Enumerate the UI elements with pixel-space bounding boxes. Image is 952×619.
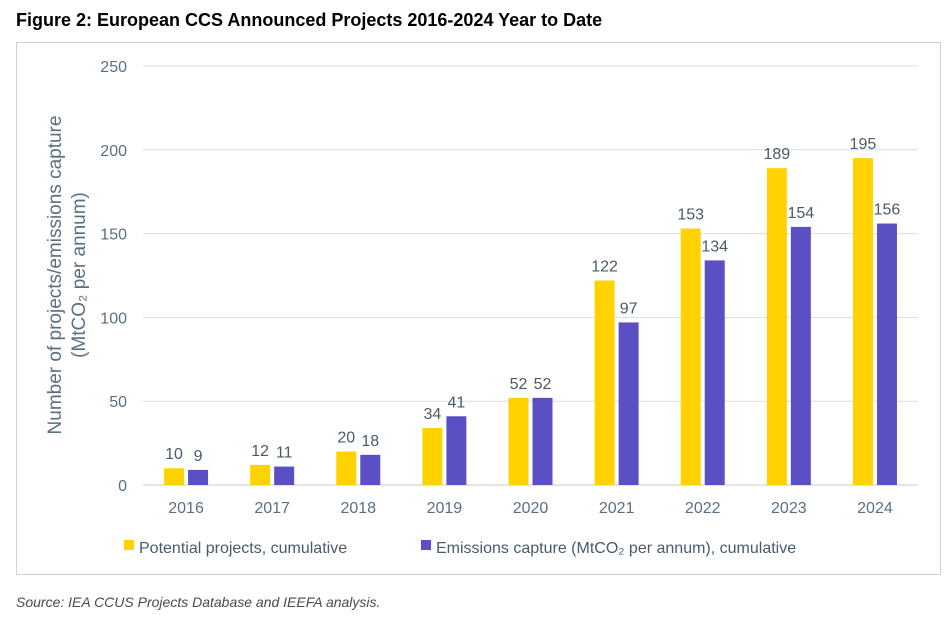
bar-emissions-capture	[790, 226, 811, 485]
bar-potential-projects	[164, 468, 185, 485]
legend-swatch	[421, 540, 431, 550]
x-tick-label: 2018	[340, 500, 376, 517]
data-label: 189	[763, 146, 790, 163]
y-axis-label: Number of projects/emissions capture (Mt…	[45, 116, 90, 435]
x-tick-label: 2020	[513, 500, 549, 517]
bar-emissions-capture	[876, 223, 897, 485]
data-label: 153	[677, 207, 704, 224]
y-tick-label: 200	[100, 143, 127, 160]
bar-emissions-capture	[188, 469, 209, 485]
bar-potential-projects	[250, 464, 271, 485]
y-tick-label: 150	[100, 227, 127, 244]
data-label: 195	[850, 136, 877, 153]
data-label: 20	[337, 429, 355, 446]
y-axis-ticks: 0 50 100 150 200 250	[100, 59, 127, 495]
bar-potential-projects	[680, 228, 701, 485]
data-label: 10	[165, 446, 183, 463]
y-tick-label: 0	[118, 478, 127, 495]
x-tick-label: 2021	[599, 500, 635, 517]
data-label: 9	[194, 448, 203, 465]
data-label: 122	[591, 259, 618, 276]
bar-potential-projects	[508, 397, 529, 485]
bar-potential-projects	[594, 280, 615, 485]
x-tick-label: 2024	[857, 500, 893, 517]
legend-item-emissions-capture: Emissions capture (MtCO₂ per annum), cum…	[421, 540, 796, 557]
data-label: 41	[447, 394, 465, 411]
data-label: 52	[534, 376, 552, 393]
bar-emissions-capture	[618, 322, 639, 485]
legend-label: Emissions capture (MtCO₂ per annum), cum…	[436, 540, 796, 557]
bars: 10 9 12 11 20 18 34 41 52 52 122 97 153 134 189 154 195 1…	[164, 136, 900, 485]
legend-swatch	[124, 540, 134, 550]
x-tick-label: 2019	[427, 500, 463, 517]
bar-potential-projects	[766, 168, 787, 485]
x-tick-label: 2023	[771, 500, 807, 517]
data-label: 134	[701, 238, 728, 255]
x-tick-label: 2022	[685, 500, 721, 517]
data-label: 34	[423, 406, 441, 423]
bar-emissions-capture	[704, 260, 725, 485]
figure-title: Figure 2: European CCS Announced Project…	[16, 10, 603, 30]
data-label: 156	[874, 202, 901, 219]
x-tick-label: 2017	[254, 500, 290, 517]
bar-potential-projects	[336, 451, 357, 485]
bar-emissions-capture	[532, 397, 553, 485]
y-axis-label-line2: (MtCO₂ per annum)	[69, 192, 90, 358]
y-tick-label: 50	[109, 394, 127, 411]
source-note: Source: IEA CCUS Projects Database and I…	[16, 594, 381, 610]
bar-emissions-capture	[360, 454, 381, 485]
legend: Potential projects, cumulative Emissions …	[124, 540, 796, 557]
x-tick-label: 2016	[168, 500, 204, 517]
data-label: 154	[787, 205, 814, 222]
legend-label: Potential projects, cumulative	[139, 540, 347, 557]
y-tick-label: 250	[100, 59, 127, 76]
chart-frame	[16, 42, 941, 575]
bar-emissions-capture	[274, 466, 295, 485]
y-axis-label-line1: Number of projects/emissions capture	[45, 116, 66, 435]
data-label: 52	[510, 376, 528, 393]
bar-potential-projects	[422, 428, 443, 485]
bar-potential-projects	[852, 158, 873, 485]
legend-item-potential-projects: Potential projects, cumulative	[124, 540, 347, 557]
gridlines	[143, 65, 918, 486]
data-label: 12	[251, 443, 269, 460]
data-label: 18	[361, 433, 379, 450]
y-tick-label: 100	[100, 310, 127, 327]
x-axis-ticks: 2016 2017 2018 2019 2020 2021 2022 2023 2024	[168, 500, 893, 517]
data-label: 11	[276, 445, 293, 462]
bar-emissions-capture	[446, 416, 467, 485]
data-label: 97	[620, 300, 638, 317]
